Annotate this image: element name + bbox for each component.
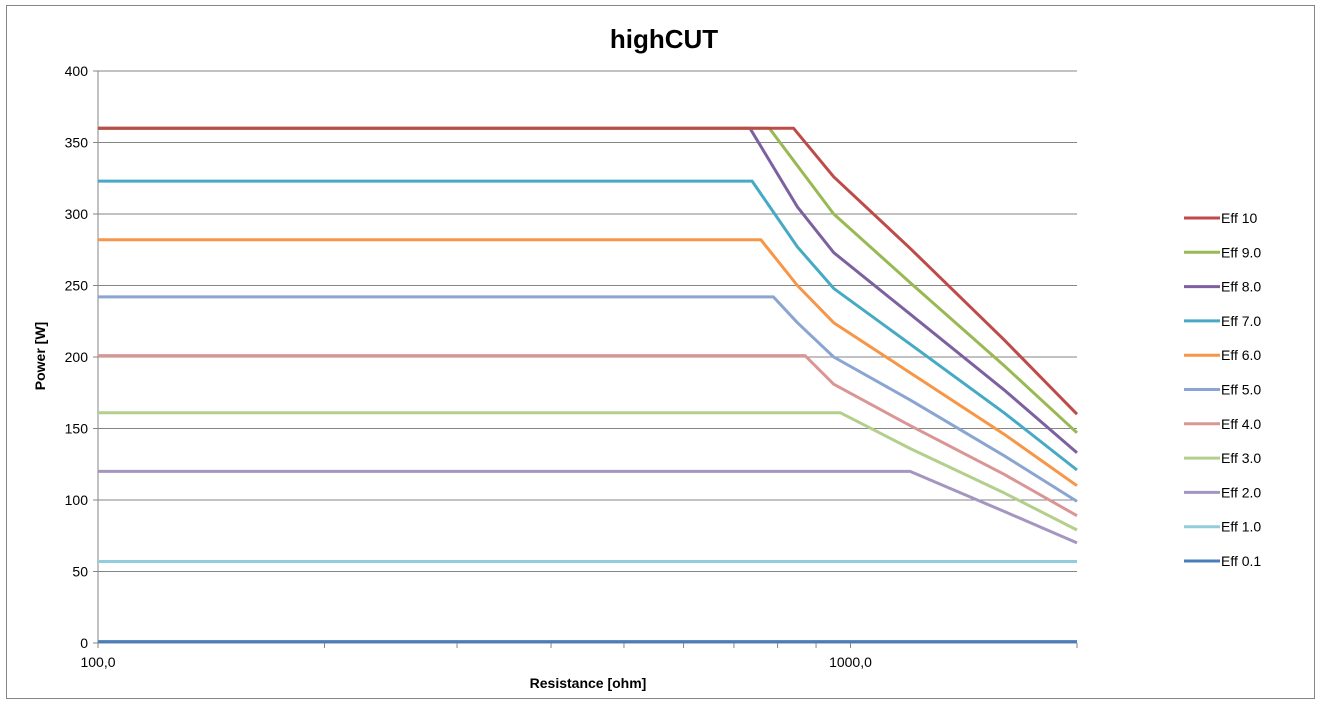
legend-label-8: Eff 2.0 [1221, 484, 1261, 500]
y-tick-label-1: 50 [72, 564, 88, 580]
legend-label-9: Eff 1.0 [1221, 519, 1261, 535]
y-axis-ticks: 0 50 100 150 200 250 300 350 400 [65, 63, 98, 651]
series-line-4 [98, 238, 1078, 487]
series-lines [98, 126, 1079, 644]
legend-label-2: Eff 8.0 [1221, 279, 1261, 295]
legend-label-7: Eff 3.0 [1221, 450, 1261, 466]
legend-label-6: Eff 4.0 [1221, 416, 1261, 432]
series-line-5 [98, 295, 1078, 503]
legend-label-3: Eff 7.0 [1221, 313, 1261, 329]
legend-label-1: Eff 9.0 [1221, 244, 1261, 260]
y-tick-label-6: 300 [65, 206, 89, 222]
x-tick-label-0: 100,0 [80, 654, 115, 670]
series-line-6 [98, 354, 1078, 518]
series-line-3 [98, 179, 1078, 472]
chart-title: highCUT [610, 24, 718, 54]
series-line-8 [98, 469, 1078, 545]
legend-label-0: Eff 10 [1221, 210, 1258, 226]
legend-label-4: Eff 6.0 [1221, 347, 1261, 363]
series-line-0 [98, 126, 1079, 416]
series-line-7 [98, 411, 1078, 532]
legend-label-5: Eff 5.0 [1221, 382, 1261, 398]
y-axis-title: Power [W] [32, 322, 48, 390]
y-tick-label-7: 350 [65, 135, 89, 151]
y-tick-label-5: 250 [65, 278, 89, 294]
series-line-2 [98, 126, 1078, 454]
y-tick-label-3: 150 [65, 421, 89, 437]
x-axis-ticks: 100,0 1000,0 [80, 643, 1078, 670]
y-tick-label-8: 400 [65, 63, 89, 79]
y-tick-label-0: 0 [80, 635, 88, 651]
x-tick-label-1: 1000,0 [829, 654, 872, 670]
chart-frame [6, 5, 1315, 699]
y-tick-label-4: 200 [65, 349, 89, 365]
x-axis-title: Resistance [ohm] [530, 675, 647, 691]
legend-label-10: Eff 0.1 [1221, 553, 1261, 569]
legend: Eff 10 Eff 9.0 Eff 8.0 Eff 7.0 Eff 6.0 Eff 5.… [1184, 210, 1261, 569]
y-tick-label-2: 100 [65, 492, 89, 508]
